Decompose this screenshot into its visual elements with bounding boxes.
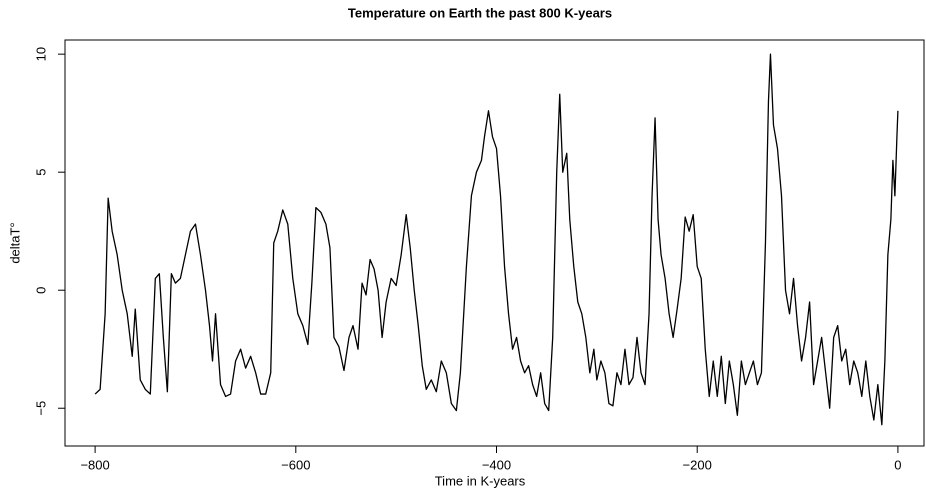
x-tick-label: −800 bbox=[80, 457, 109, 472]
y-tick-label: 10 bbox=[33, 47, 48, 61]
y-tick-label: 0 bbox=[33, 287, 48, 294]
x-tick-label: −200 bbox=[683, 457, 712, 472]
chart-title: Temperature on Earth the past 800 K-year… bbox=[348, 5, 612, 20]
x-tick-label: −600 bbox=[281, 457, 310, 472]
data-line bbox=[94, 53, 899, 426]
y-tick-label: −5 bbox=[33, 401, 48, 416]
x-tick-label: −400 bbox=[482, 457, 511, 472]
plot-box bbox=[64, 39, 925, 447]
y-axis-label: deltaT° bbox=[7, 222, 22, 263]
y-tick-label: 5 bbox=[33, 169, 48, 176]
x-axis-label: Time in K-years bbox=[435, 473, 526, 488]
x-tick-label: 0 bbox=[894, 457, 901, 472]
